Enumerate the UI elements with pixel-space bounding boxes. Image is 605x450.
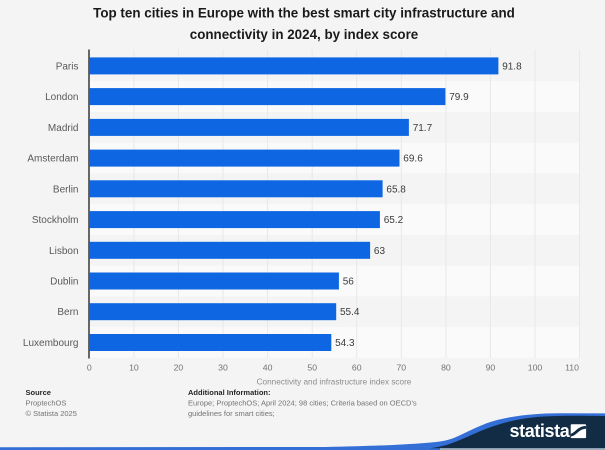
svg-text:Additional Information:: Additional Information:	[188, 388, 271, 397]
svg-text:65.2: 65.2	[384, 215, 404, 226]
svg-text:Europe; ProptechOS; April 2024: Europe; ProptechOS; April 2024; 98 citie…	[188, 398, 417, 407]
svg-text:Lisbon: Lisbon	[49, 246, 78, 257]
svg-text:69.6: 69.6	[403, 154, 423, 165]
svg-text:55.4: 55.4	[340, 307, 360, 318]
svg-text:40: 40	[263, 363, 273, 373]
svg-text:Luxembourg: Luxembourg	[23, 338, 79, 349]
svg-text:63: 63	[374, 246, 386, 257]
svg-text:91.8: 91.8	[502, 61, 522, 72]
svg-text:100: 100	[528, 363, 543, 373]
svg-text:© Statista 2025: © Statista 2025	[26, 409, 77, 418]
svg-text:Paris: Paris	[56, 61, 79, 72]
svg-text:110: 110	[565, 363, 579, 373]
svg-text:guidelines for smart cities;: guidelines for smart cities;	[188, 409, 275, 418]
svg-text:50: 50	[307, 363, 317, 373]
svg-text:connectivity in 2024, by index: connectivity in 2024, by index score	[190, 27, 418, 42]
svg-text:90: 90	[486, 363, 496, 373]
svg-text:60: 60	[352, 363, 362, 373]
svg-text:Berlin: Berlin	[53, 184, 79, 195]
svg-text:Connectivity and infrastructur: Connectivity and infrastructure index sc…	[257, 378, 412, 387]
svg-text:30: 30	[218, 363, 228, 373]
svg-text:Top ten cities in Europe with: Top ten cities in Europe with the best s…	[93, 6, 515, 21]
svg-text:0: 0	[87, 363, 92, 373]
svg-text:70: 70	[396, 363, 406, 373]
svg-text:Source: Source	[26, 388, 51, 397]
svg-text:54.3: 54.3	[335, 338, 355, 349]
svg-text:Dublin: Dublin	[50, 277, 78, 288]
svg-text:statista: statista	[510, 421, 571, 441]
svg-text:Stockholm: Stockholm	[32, 215, 79, 226]
svg-text:Madrid: Madrid	[48, 123, 79, 134]
svg-text:Bern: Bern	[57, 307, 78, 318]
svg-text:London: London	[45, 92, 78, 103]
svg-text:65.8: 65.8	[386, 184, 406, 195]
svg-text:ProptechOS: ProptechOS	[26, 398, 67, 407]
svg-text:79.9: 79.9	[449, 92, 469, 103]
svg-text:80: 80	[441, 363, 451, 373]
svg-text:Amsterdam: Amsterdam	[27, 154, 78, 165]
svg-text:71.7: 71.7	[413, 123, 433, 134]
svg-text:20: 20	[174, 363, 184, 373]
svg-text:56: 56	[343, 277, 355, 288]
svg-text:10: 10	[129, 363, 139, 373]
